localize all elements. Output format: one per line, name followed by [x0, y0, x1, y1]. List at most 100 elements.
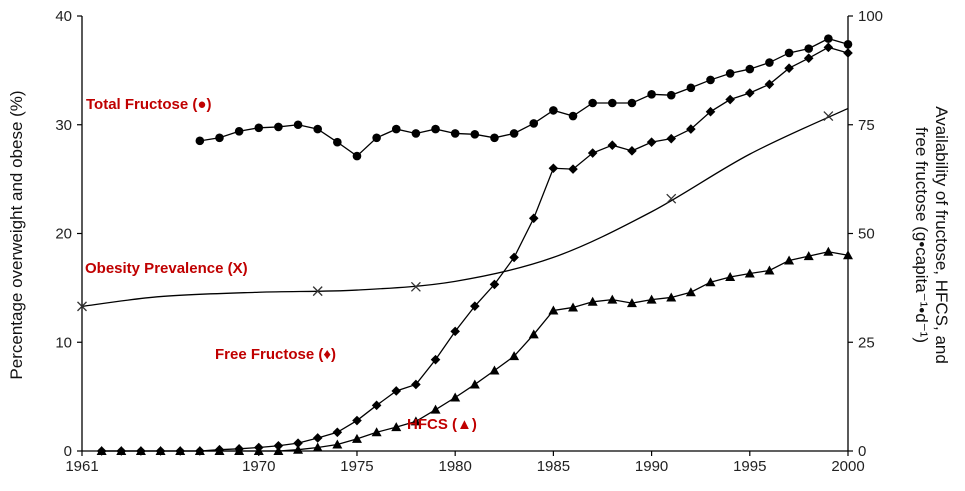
series-total-point [234, 126, 244, 136]
series-hfcs [96, 246, 853, 455]
series-free-point [528, 213, 539, 224]
y-right-tick-label: 100 [858, 8, 883, 25]
series-hfcs-point [116, 446, 127, 455]
y-right-tick-label: 25 [858, 334, 875, 351]
series-hfcs-point [784, 255, 795, 265]
series-total-line [199, 37, 849, 157]
series-hfcs-point [528, 329, 539, 339]
x-tick-label: 1990 [635, 458, 668, 475]
series-hfcs-point [548, 305, 559, 315]
series-free-point [470, 301, 480, 311]
label-obesity-prevalence: Obesity Prevalence (X) [85, 260, 248, 277]
y-right-tick-label: 75 [858, 117, 875, 134]
series-hfcs-point [568, 302, 579, 312]
y-left-tick-label: 0 [64, 443, 72, 460]
x-tick-label: 2000 [831, 458, 864, 475]
series-total-point [588, 98, 597, 108]
series-total-point [254, 123, 264, 133]
series-total-point [765, 58, 774, 67]
series-hfcs-point [450, 392, 461, 402]
series-total-point [195, 136, 205, 146]
series-total-point [666, 90, 676, 100]
series-total-point [843, 39, 853, 49]
series-hfcs-point [725, 272, 736, 281]
series-hfcs-point [175, 446, 186, 455]
series-hfcs-point [214, 446, 225, 455]
series-total-point [274, 122, 283, 132]
series-free-point [568, 164, 578, 174]
series-free-point [332, 427, 343, 438]
series-hfcs-point [626, 298, 637, 308]
series-total-point [745, 64, 755, 74]
series-hfcs-point [469, 379, 480, 389]
series-free-point [489, 279, 500, 290]
axes: 1961 1970 1975 1980 1985 1990 1995 200001020304… [55, 8, 883, 475]
series-free-point [273, 440, 284, 451]
y-axis-right-title-line1: Availability of fructose, HFCS, and [932, 106, 951, 364]
series-free-point [744, 88, 755, 98]
y-left-tick-label: 30 [55, 117, 72, 134]
series-obesity [77, 107, 849, 312]
series-free-point [391, 386, 402, 396]
series-total-point [549, 106, 558, 115]
series-free-line [101, 46, 849, 452]
series-total-point [706, 75, 715, 85]
series-obesity-point [666, 193, 677, 204]
series-free-point [607, 140, 618, 150]
series-free-point [509, 252, 519, 263]
series-total-point [215, 133, 224, 143]
series-free-point [587, 148, 598, 158]
series-free-point [666, 133, 677, 144]
series-hfcs-point [705, 277, 716, 287]
series-total-point [372, 133, 381, 143]
series-hfcs-point [293, 444, 304, 454]
series-free-point [686, 124, 696, 134]
series-total-point [824, 34, 833, 43]
series-free-point [293, 438, 303, 448]
series-total-point [293, 120, 303, 130]
series-hfcs-point [607, 294, 618, 304]
series-total-point [608, 98, 617, 108]
x-tick-label: 1980 [438, 458, 471, 475]
series-total-point [450, 129, 460, 138]
series-hfcs-point [509, 351, 520, 361]
series-hfcs-point [155, 446, 166, 455]
series-group [77, 34, 853, 456]
series-free-point [764, 79, 775, 90]
series-total-point [431, 124, 440, 134]
series-total-point [470, 130, 480, 139]
series-hfcs-point [744, 268, 755, 278]
series-free-point [803, 53, 814, 63]
series-hfcs-point [430, 404, 441, 414]
label-total-fructose: Total Fructose (●) [86, 96, 211, 113]
series-free-point [843, 48, 853, 58]
series-hfcs-point [489, 365, 500, 375]
series-hfcs-point [391, 422, 402, 432]
series-obesity-point [410, 281, 421, 292]
y-axis-left-title: Percentage overweight and obese (%) [7, 90, 26, 379]
series-hfcs-point [332, 439, 343, 449]
series-free-point [371, 400, 382, 411]
series-hfcs-point [410, 416, 421, 426]
series-hfcs-point [253, 446, 264, 455]
series-total-point [784, 48, 794, 58]
series-obesity-point [823, 111, 834, 122]
series-total-point [411, 129, 421, 138]
series-free-point [548, 163, 559, 174]
series-total-point [647, 90, 656, 99]
series-free-point [823, 42, 834, 53]
y-axis-right-title-line2: free fructose (g•capita⁻¹•d⁻¹) [912, 127, 931, 343]
series-obesity-point [312, 286, 323, 297]
series-free-point [646, 137, 657, 147]
series-free-point [784, 63, 794, 73]
series-hfcs-point [234, 446, 245, 455]
x-tick-label: 1975 [340, 458, 373, 475]
series-free-point [312, 433, 323, 443]
label-free-fructose: Free Fructose (♦) [215, 346, 336, 363]
series-hfcs-point [135, 446, 146, 455]
series-total-point [313, 124, 322, 134]
series-free-point [725, 94, 735, 105]
series-total-point [391, 124, 401, 134]
series-total-point [686, 83, 696, 93]
